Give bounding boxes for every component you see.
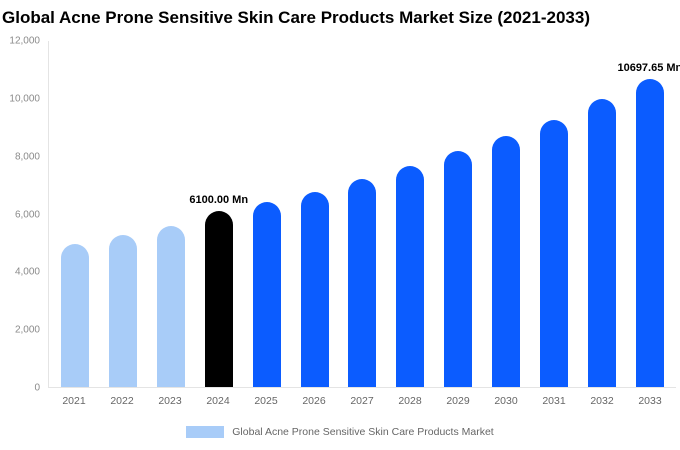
bar-2031[interactable] bbox=[540, 119, 569, 387]
legend[interactable]: Global Acne Prone Sensitive Skin Care Pr… bbox=[0, 426, 680, 438]
bar-2027[interactable] bbox=[348, 178, 377, 387]
bar-2024[interactable]: 6100.00 Mn bbox=[189, 194, 248, 387]
y-tick-label: 6,000 bbox=[14, 209, 40, 220]
legend-label: Global Acne Prone Sensitive Skin Care Pr… bbox=[232, 426, 494, 438]
bar-2022[interactable] bbox=[108, 234, 137, 387]
y-tick-label: 8,000 bbox=[14, 151, 40, 163]
plot-area: 6100.00 Mn 10697.65 Mn bbox=[48, 41, 680, 388]
bar-2021[interactable] bbox=[61, 244, 89, 387]
x-tick-label: 2030 bbox=[494, 395, 518, 407]
bar-2032[interactable] bbox=[587, 98, 616, 387]
x-axis: 2021 2022 2023 2024 2025 2026 2027 2028 2029 2030… bbox=[48, 395, 676, 407]
bar-2033[interactable]: 10697.65 Mn bbox=[617, 62, 680, 387]
x-tick-label: 2032 bbox=[590, 395, 614, 407]
y-tick-label: 12,000 bbox=[9, 35, 40, 47]
x-tick-label: 2031 bbox=[542, 395, 566, 407]
x-tick-label: 2023 bbox=[158, 395, 182, 407]
bar-value-label: 6100.00 Mn bbox=[189, 194, 249, 207]
x-tick-label: 2022 bbox=[110, 395, 134, 407]
x-tick-label: 2027 bbox=[350, 395, 374, 407]
x-tick-label: 2029 bbox=[446, 395, 470, 407]
chart-title: Global Acne Prone Sensitive Skin Care Pr… bbox=[2, 8, 590, 27]
y-axis: 12,000 10,000 8,000 6,000 4,000 2,000 0 bbox=[0, 36, 40, 394]
bar-2026[interactable] bbox=[300, 191, 329, 387]
bar-2030[interactable] bbox=[492, 135, 521, 387]
x-tick-label: 2033 bbox=[638, 395, 662, 407]
x-tick-label: 2026 bbox=[302, 395, 326, 407]
y-tick-label: 10,000 bbox=[9, 93, 40, 105]
legend-swatch bbox=[186, 426, 225, 438]
x-tick-label: 2024 bbox=[206, 395, 230, 407]
y-tick-label: 0 bbox=[34, 382, 40, 394]
y-tick-label: 2,000 bbox=[14, 324, 40, 336]
bar-2023[interactable] bbox=[156, 225, 185, 387]
x-tick-label: 2025 bbox=[254, 395, 278, 407]
x-tick-label: 2028 bbox=[398, 395, 422, 407]
x-tick-label: 2021 bbox=[62, 395, 86, 407]
y-tick-label: 4,000 bbox=[14, 266, 40, 278]
bar-value-label: 10697.65 Mn bbox=[617, 61, 680, 74]
bar-2028[interactable] bbox=[396, 165, 425, 387]
bar-2025[interactable] bbox=[252, 202, 281, 387]
bar-2029[interactable] bbox=[444, 150, 473, 387]
